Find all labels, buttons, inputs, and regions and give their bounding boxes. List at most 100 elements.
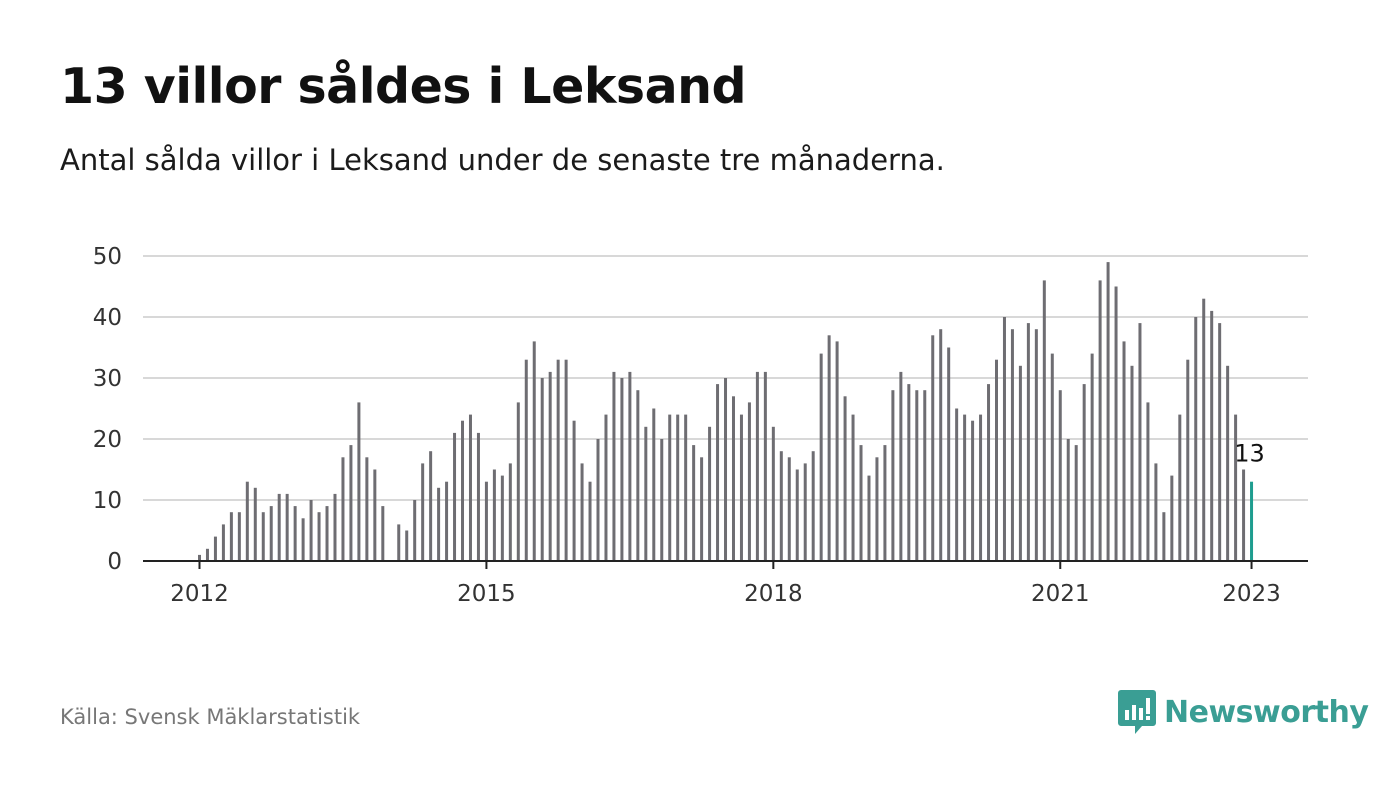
bar	[668, 414, 672, 561]
bar	[1194, 317, 1198, 561]
x-tick-label: 2012	[170, 581, 229, 607]
bar	[572, 420, 576, 561]
bar	[652, 408, 656, 561]
bars	[198, 262, 1254, 561]
bar	[237, 512, 241, 561]
bar	[716, 384, 720, 561]
bar	[803, 463, 807, 561]
bar	[508, 463, 512, 561]
bar	[221, 524, 225, 561]
bar	[564, 359, 568, 561]
bar	[524, 359, 528, 561]
bar	[1106, 262, 1110, 561]
bar	[811, 451, 815, 561]
bar	[301, 518, 305, 561]
bar	[763, 371, 767, 561]
y-tick-label: 10	[93, 488, 122, 514]
bar	[1122, 341, 1126, 561]
page-subtitle: Antal sålda villor i Leksand under de se…	[60, 143, 945, 177]
highlight-bar	[1250, 481, 1254, 561]
bar	[1002, 317, 1006, 561]
bar	[1178, 414, 1182, 561]
bar	[739, 414, 743, 561]
bar	[724, 378, 728, 561]
highlight-value-label: 13	[1234, 440, 1265, 468]
bar	[461, 420, 465, 561]
bar	[851, 414, 855, 561]
y-tick-label: 40	[93, 305, 122, 331]
brand-logo[interactable]: Newsworthy	[1118, 690, 1369, 734]
bar	[779, 451, 783, 561]
page-title: 13 villor såldes i Leksand	[60, 58, 747, 115]
bar	[309, 500, 313, 561]
bar	[580, 463, 584, 561]
x-tick-label: 2018	[744, 581, 803, 607]
bar	[883, 445, 887, 561]
bar	[700, 457, 704, 561]
y-tick-label: 20	[93, 427, 122, 453]
bar	[755, 371, 759, 561]
bar	[1010, 329, 1014, 561]
bar	[1058, 390, 1062, 561]
x-axis-labels: 2012 2015 2018 2021 2023	[170, 561, 1281, 607]
bar	[437, 487, 441, 561]
bar	[963, 414, 967, 561]
bar	[628, 371, 632, 561]
bar	[1202, 298, 1206, 561]
bar	[556, 359, 560, 561]
bar	[365, 457, 369, 561]
bar	[987, 384, 991, 561]
bar	[421, 463, 425, 561]
x-tick-label: 2015	[457, 581, 516, 607]
bar	[596, 439, 600, 561]
bar	[492, 469, 496, 561]
bar	[971, 420, 975, 561]
bar	[899, 371, 903, 561]
bar	[1170, 475, 1174, 561]
bar-chart: 0 10 20 30 40 50 2012 2015 2018 2021 2023 13	[93, 244, 1308, 607]
x-tick-label: 2021	[1031, 581, 1090, 607]
bar	[835, 341, 839, 561]
bar	[357, 402, 361, 561]
bar	[915, 390, 919, 561]
bar	[979, 414, 983, 561]
bar	[429, 451, 433, 561]
bar	[843, 396, 847, 561]
bar	[1162, 512, 1166, 561]
bar	[341, 457, 345, 561]
bar	[261, 512, 265, 561]
bar	[548, 371, 552, 561]
y-tick-label: 30	[93, 366, 122, 392]
bar	[1242, 469, 1246, 561]
bar	[325, 506, 329, 561]
bar	[468, 414, 472, 561]
bar	[1226, 365, 1230, 561]
bar	[1050, 353, 1054, 561]
x-tick-label: 2023	[1222, 581, 1281, 607]
bar	[532, 341, 536, 561]
bar	[612, 371, 616, 561]
bar	[1130, 365, 1134, 561]
bar	[1082, 384, 1086, 561]
bar	[213, 536, 217, 561]
bar	[1138, 323, 1142, 561]
bar	[819, 353, 823, 561]
bar	[1090, 353, 1094, 561]
bar	[1074, 445, 1078, 561]
bar	[1186, 359, 1190, 561]
bar	[1210, 310, 1214, 561]
bar	[500, 475, 504, 561]
bar	[1114, 286, 1118, 561]
bar	[293, 506, 297, 561]
bar	[453, 432, 457, 561]
bar	[787, 457, 791, 561]
bar	[277, 493, 281, 561]
bar	[445, 481, 449, 561]
bar	[747, 402, 751, 561]
bar	[1234, 414, 1238, 561]
bar	[1018, 365, 1022, 561]
bar	[676, 414, 680, 561]
bar	[827, 335, 831, 561]
bar	[1026, 323, 1030, 561]
bar	[1042, 280, 1046, 561]
